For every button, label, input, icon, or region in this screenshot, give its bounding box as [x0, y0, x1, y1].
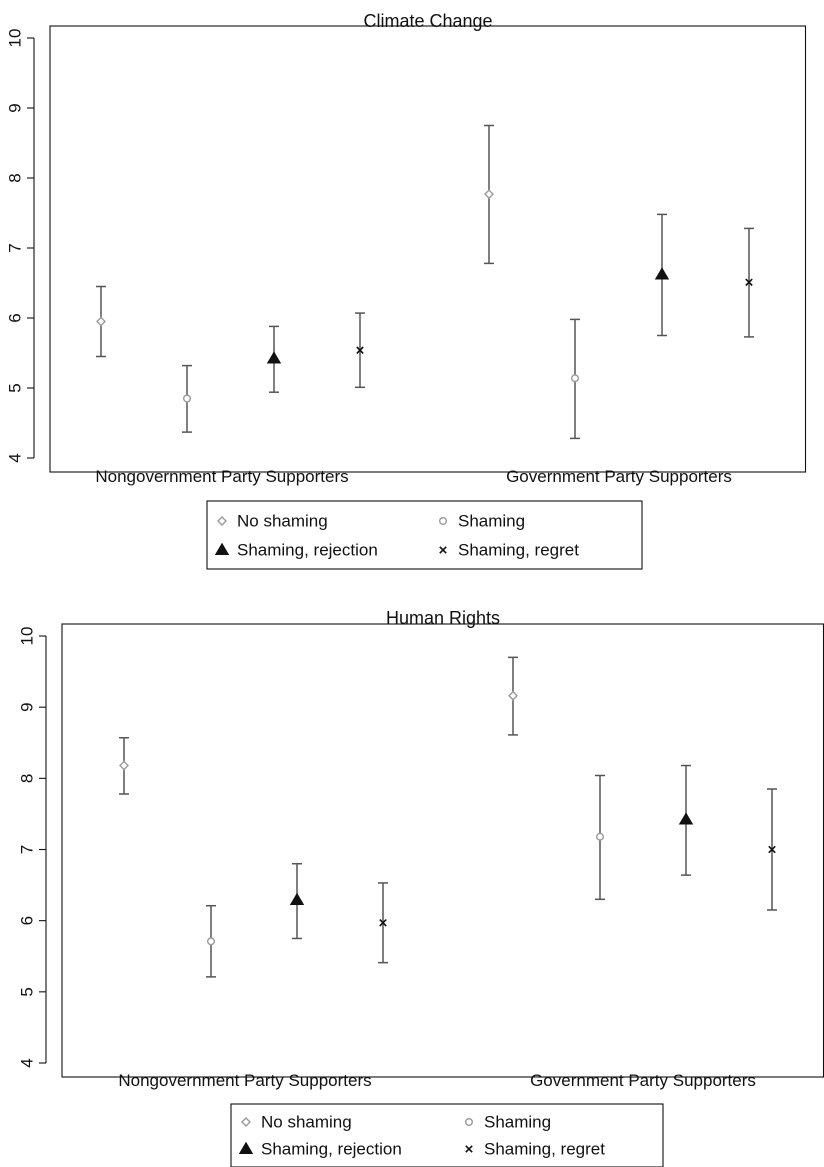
- legend-label: Shaming, regret: [458, 541, 579, 560]
- chart-human-rights: Human Rights 4 5 6 7 8 9 10 Nongovernment Party …: [18, 608, 824, 1167]
- y-tick-label: 7: [18, 845, 37, 854]
- point-shaming-regret: [745, 278, 753, 287]
- point-shaming-rejection: [678, 812, 694, 825]
- legend-label: No shaming: [237, 512, 328, 531]
- legend-label: Shaming: [484, 1113, 551, 1132]
- legend-label: No shaming: [261, 1113, 352, 1132]
- plot-frame: [49, 25, 807, 473]
- legend-marker-shaming-rejection: [238, 1141, 254, 1154]
- legend-marker-shaming: [439, 517, 448, 526]
- y-tick-label: 9: [6, 103, 25, 112]
- x-category-label: Nongovernment Party Supporters: [95, 467, 348, 486]
- point-shaming-regret: [768, 845, 776, 854]
- legend-marker-shaming: [465, 1117, 474, 1126]
- x-category-label: Government Party Supporters: [530, 1071, 756, 1090]
- x-category-label: Government Party Supporters: [506, 467, 732, 486]
- legend-label: Shaming: [458, 512, 525, 531]
- point-shaming: [182, 394, 191, 403]
- point-no-shaming: [119, 760, 129, 771]
- chart-title: Human Rights: [386, 608, 500, 628]
- x-category-label: Nongovernment Party Supporters: [118, 1071, 371, 1090]
- legend-box: [230, 1103, 664, 1167]
- y-tick-label: 10: [18, 627, 37, 646]
- point-shaming-rejection: [289, 892, 305, 905]
- legend-marker-shaming-regret: [439, 546, 447, 554]
- point-shaming-rejection: [654, 267, 670, 280]
- y-tick-label: 6: [18, 916, 37, 925]
- y-tick-label: 5: [6, 383, 25, 392]
- legend-marker-no-shaming: [217, 516, 227, 526]
- y-tick-label: 8: [18, 774, 37, 783]
- y-tick-label: 6: [6, 313, 25, 322]
- chart-title: Climate Change: [363, 11, 492, 31]
- legend-marker-shaming-regret: [465, 1145, 473, 1153]
- chart-climate-change: Climate Change 4 5 6 7 8 9 10 Nongovernment Part…: [6, 11, 807, 570]
- point-no-shaming: [484, 189, 494, 200]
- y-tick-label: 10: [6, 29, 25, 48]
- point-shaming: [596, 832, 605, 841]
- y-tick-label: 8: [6, 173, 25, 182]
- legend-label: Shaming, rejection: [237, 541, 378, 560]
- point-shaming: [206, 937, 215, 946]
- point-no-shaming: [508, 690, 518, 701]
- y-tick-label: 9: [18, 702, 37, 711]
- plot-frame: [61, 623, 824, 1078]
- y-tick-label: 7: [6, 243, 25, 252]
- y-tick-label: 4: [18, 1058, 37, 1067]
- y-tick-label: 4: [6, 453, 25, 462]
- point-shaming-rejection: [266, 351, 282, 364]
- point-no-shaming: [96, 316, 106, 327]
- point-shaming-regret: [356, 346, 364, 354]
- point-shaming-regret: [379, 919, 387, 927]
- legend-label: Shaming, rejection: [261, 1140, 402, 1159]
- legend-marker-shaming-rejection: [214, 542, 230, 555]
- legend-marker-no-shaming: [241, 1117, 251, 1127]
- legend-label: Shaming, regret: [484, 1140, 605, 1159]
- point-shaming: [571, 374, 580, 383]
- y-tick-label: 5: [18, 987, 37, 996]
- legend-box: [206, 500, 643, 570]
